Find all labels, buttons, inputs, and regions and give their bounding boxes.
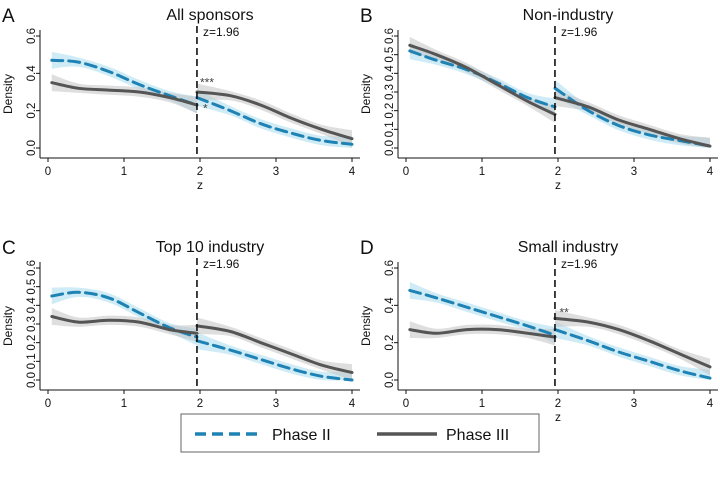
x-tick-label: 2 [555,398,561,410]
x-tick-label: 1 [479,398,485,410]
confidence-band [555,321,710,380]
x-axis-label: z [555,410,561,424]
y-tick-label: 0.5 [384,47,396,63]
y-tick-label: 0.2 [26,335,38,351]
x-tick-label: 3 [273,166,279,178]
cutoff-label: z=1.96 [561,257,598,271]
phase2-density-curve [553,86,712,148]
x-tick-label: 0 [45,398,51,410]
panel-d: D Small industry 0.0 0.2 0.4 0.6 0 1 2 3 4 z Density… [359,238,718,424]
phase3-density-curve [408,327,557,339]
x-tick-label: 4 [349,398,356,410]
panel-letter: C [2,238,16,259]
legend-phase2-label: Phase II [272,427,331,444]
panel-b: B Non-industry 0.0 0.1 0.2 0.3 0.4 0.5 0.6 0 1 2 3 4 z… [359,6,718,192]
x-tick-label: 3 [273,398,279,410]
x-tick-label: 0 [45,166,51,178]
x-tick-label: 2 [197,398,203,410]
y-tick-label: 0.4 [384,297,396,314]
panel-title: All sponsors [166,7,253,24]
y-tick-label: 0.6 [384,28,396,44]
phase3-density-curve [50,81,199,107]
x-tick-label: 2 [197,166,203,178]
y-axis-label: Density [1,306,15,346]
phase2-density-curve [195,96,354,146]
confidence-band [555,310,710,376]
confidence-band [555,89,710,148]
y-tick-label: 0.1 [384,121,396,137]
y-tick-label: 0.0 [26,140,38,156]
phase3-density-curve [408,43,557,116]
confidence-band [51,74,197,114]
confidence-band [409,36,555,123]
y-tick-label: 0.2 [384,103,396,119]
cutoff-label: z=1.96 [203,25,240,39]
confidence-band [197,83,352,148]
panel-letter: B [360,6,373,27]
phase2-density-curve [50,58,199,107]
phase3-density-curve [195,324,354,374]
y-tick-label: 0.4 [26,65,38,82]
y-tick-label: 0.4 [384,65,396,82]
y-tick-label: 0.6 [384,260,396,276]
x-tick-label: 3 [631,166,637,178]
x-tick-label: 1 [121,166,127,178]
y-tick-label: 0.6 [26,260,38,276]
x-tick-label: 4 [707,398,714,410]
cutoff-label: z=1.96 [561,25,598,39]
y-tick-label: 0.4 [26,297,38,314]
y-tick-label: 0.2 [384,335,396,351]
x-axis-label: z [197,178,203,192]
legend-box [180,413,540,453]
y-tick-label: 0.6 [26,28,38,44]
y-tick-label: 0.1 [26,353,38,369]
panel-title: Top 10 industry [156,239,265,256]
y-tick-label: 0.0 [384,140,396,156]
significance-marker: * [203,102,208,116]
x-tick-label: 4 [707,166,714,178]
phase3-density-curve [195,90,354,141]
y-tick-label: 0.5 [26,279,38,295]
panel-title: Small industry [518,239,618,256]
x-tick-label: 4 [349,166,356,178]
y-axis-label: Density [359,306,373,346]
cutoff-label: z=1.96 [203,257,240,271]
x-tick-label: 3 [631,398,637,410]
phase3-density-curve [50,315,199,335]
panel-letter: A [2,6,15,27]
panel-letter: D [360,238,374,259]
phase3-density-curve [553,96,712,148]
phase2-density-curve [408,288,557,337]
confidence-band [51,308,197,342]
confidence-band [51,51,197,114]
y-axis-label: Density [359,74,373,114]
x-axis-label: z [555,178,561,192]
y-tick-label: 0.2 [26,103,38,119]
confidence-band [197,332,352,381]
y-tick-label: 0.3 [384,84,396,100]
x-tick-label: 0 [403,166,409,178]
panel-a: A All sponsors 0.0 0.2 0.4 0.6 0 1 2 3 4 z Density z=… [1,6,360,192]
confidence-band [409,321,555,346]
x-tick-label: 1 [121,398,127,410]
x-tick-label: 1 [479,166,485,178]
y-tick-label: 0.3 [26,316,38,332]
panel-c: C Top 10 industry 0.0 0.1 0.2 0.3 0.4 0.5 0.6 0 1 2… [1,238,360,424]
y-tick-label: 0.0 [26,372,38,388]
y-axis-label: Density [1,74,15,114]
legend: Phase II Phase III [180,413,540,453]
panel-title: Non-industry [523,7,614,24]
y-tick-label: 0.0 [384,372,396,388]
legend-phase3-label: Phase III [446,427,509,444]
phase3-density-curve [553,316,712,369]
x-tick-label: 0 [403,398,409,410]
significance-marker: *** [200,75,214,89]
significance-marker: ** [560,306,570,320]
x-tick-label: 2 [555,166,561,178]
phase2-density-curve [553,328,712,380]
confidence-band [51,287,197,346]
